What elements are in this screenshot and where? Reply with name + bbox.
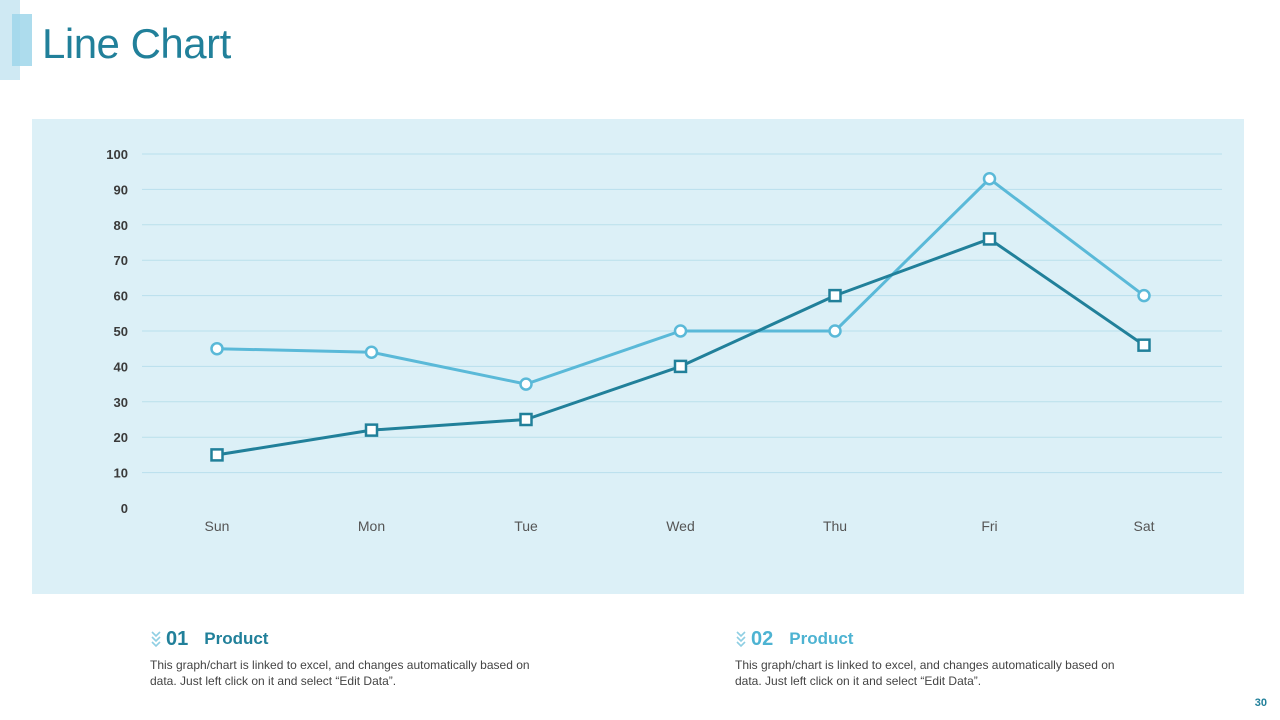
y-tick-label: 20 [114, 430, 128, 445]
line-chart: 0 10 20 30 40 50 60 70 80 90 100 Sun Mon Tue Wed Thu Fr… [106, 147, 1222, 534]
data-point [519, 412, 533, 427]
x-tick-label: Wed [666, 518, 695, 534]
info-description: This graph/chart is linked to excel, and… [150, 658, 530, 688]
chevron-down-icon [151, 631, 161, 648]
y-tick-label: 50 [114, 324, 128, 339]
data-point [673, 359, 688, 374]
chart-panel: 0 10 20 30 40 50 60 70 80 90 100 Sun Mon Tue Wed Thu Fr… [32, 119, 1244, 594]
data-point [828, 288, 842, 303]
data-point [982, 172, 997, 186]
y-tick-label: 100 [106, 147, 128, 162]
x-tick-label: Sat [1133, 518, 1154, 534]
page-title: Line Chart [42, 20, 231, 67]
data-point [1137, 288, 1151, 303]
y-tick-label: 10 [114, 466, 128, 481]
y-tick-label: 40 [114, 359, 128, 374]
x-axis-ticks: Sun Mon Tue Wed Thu Fri Sat [205, 518, 1155, 534]
title-accent-bar-overlay [12, 14, 32, 66]
series-line-2 [215, 177, 1146, 386]
series-line-1 [215, 237, 1146, 457]
data-point [364, 345, 379, 359]
y-tick-label: 60 [114, 289, 128, 304]
chevron-down-icon [736, 631, 746, 648]
x-tick-label: Thu [823, 518, 847, 534]
x-tick-label: Fri [981, 518, 997, 534]
info-label: Product [204, 629, 269, 648]
x-tick-label: Sun [205, 518, 230, 534]
data-point [210, 448, 224, 462]
data-point [364, 423, 379, 437]
chart-gridlines [142, 153, 1222, 474]
info-number: 02 [751, 627, 774, 650]
x-tick-label: Tue [514, 518, 538, 534]
y-axis-ticks: 0 10 20 30 40 50 60 70 80 90 100 [106, 147, 128, 516]
y-tick-label: 80 [114, 218, 128, 233]
data-point [519, 377, 533, 391]
y-tick-label: 30 [114, 395, 128, 410]
chart-series [210, 172, 1151, 462]
info-block-2: 02 Product This graph/chart is linked to… [735, 626, 1135, 689]
data-point [982, 232, 997, 246]
y-tick-label: 70 [114, 253, 128, 268]
x-tick-label: Mon [358, 518, 385, 534]
data-point [210, 341, 224, 356]
page-number: 30 [1254, 697, 1267, 709]
data-point [828, 324, 842, 338]
data-point [673, 324, 688, 338]
info-description: This graph/chart is linked to excel, and… [735, 658, 1115, 688]
y-tick-label: 0 [121, 501, 128, 516]
info-label: Product [789, 629, 854, 648]
info-number: 01 [166, 627, 189, 650]
y-tick-label: 90 [114, 182, 128, 197]
info-block-1: 01 Product This graph/chart is linked to… [150, 626, 550, 689]
data-point [1137, 338, 1151, 352]
